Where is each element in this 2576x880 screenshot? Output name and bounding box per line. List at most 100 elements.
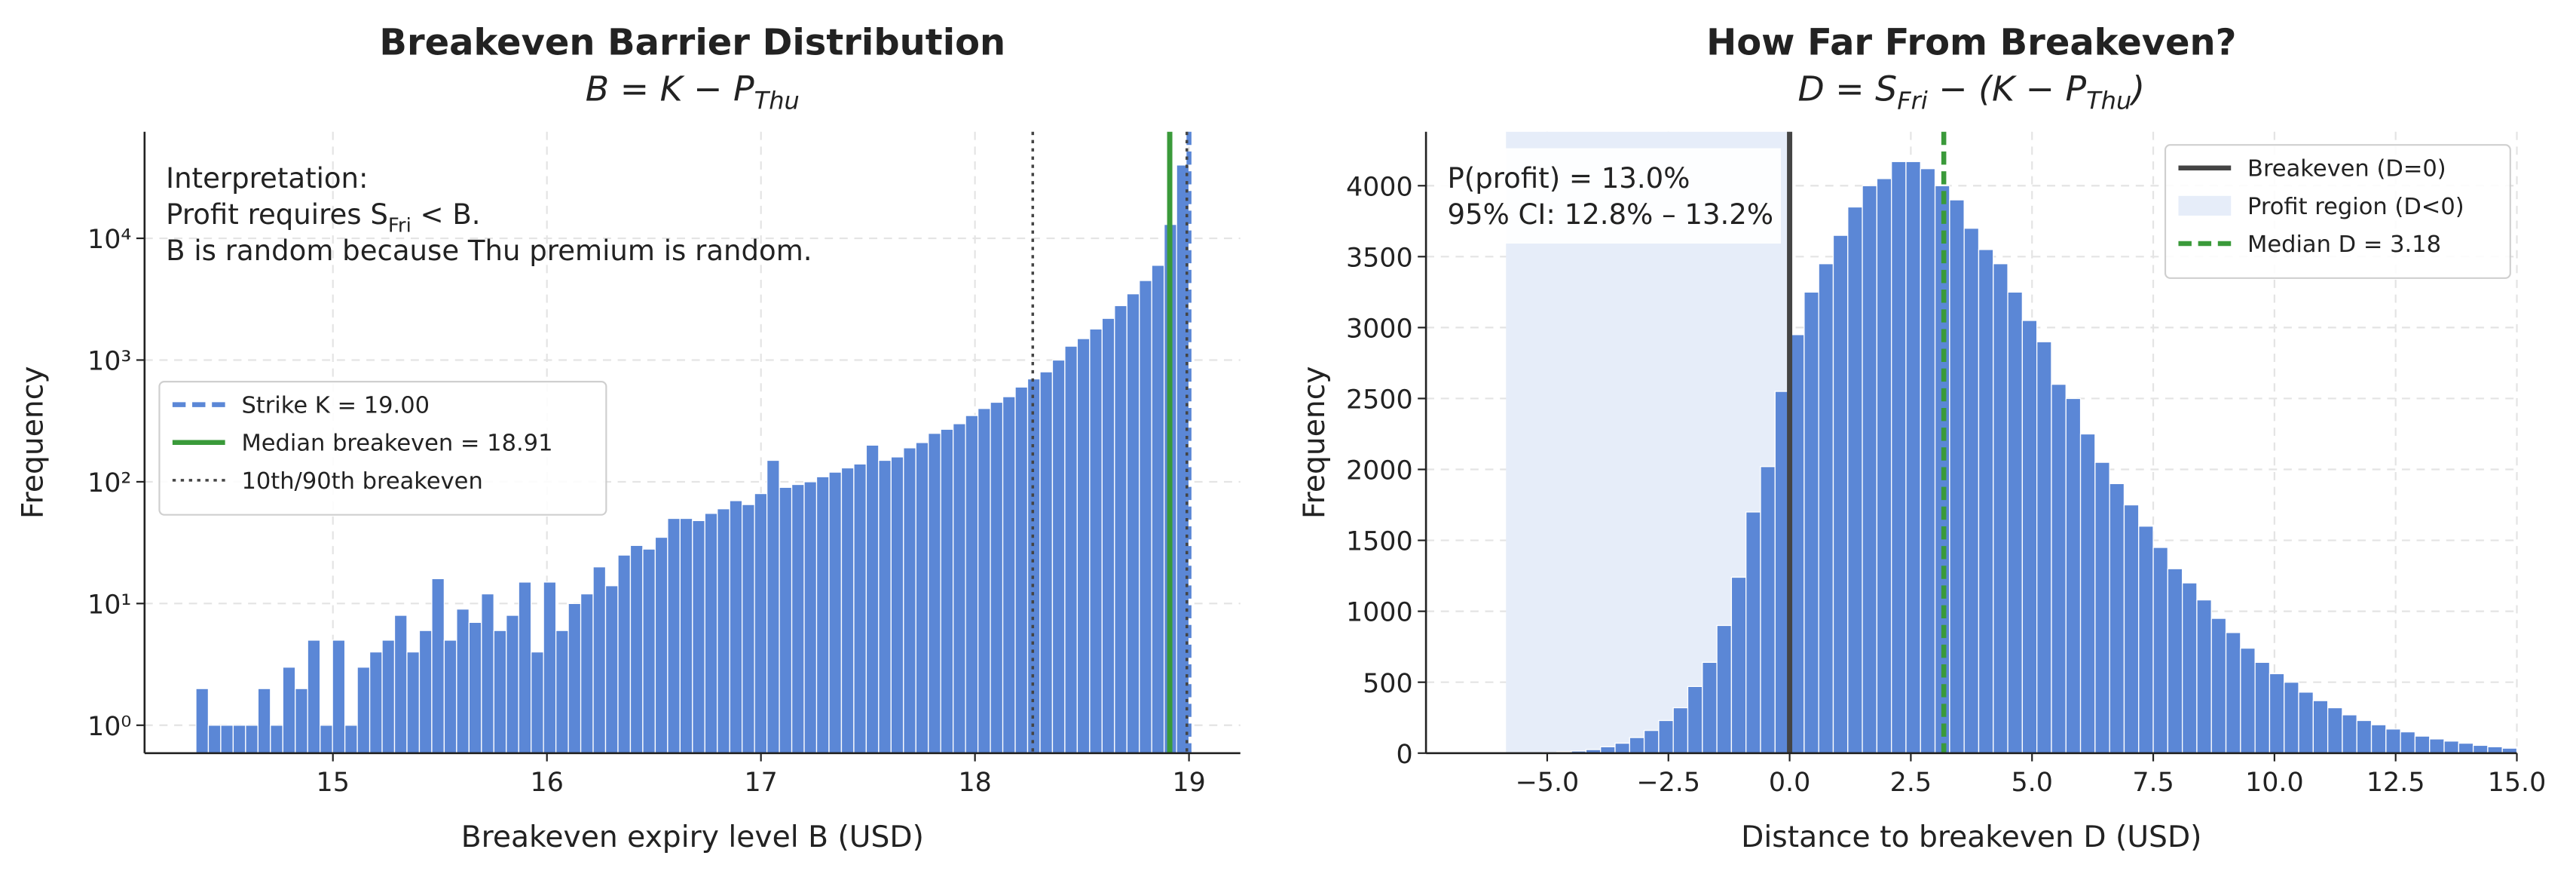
bar: [940, 428, 954, 754]
y-axis-label: Frequency: [17, 366, 50, 519]
bar: [2152, 547, 2169, 754]
bar: [1076, 338, 1091, 754]
x-tick-label: 15.0: [2488, 768, 2547, 798]
bar: [1002, 396, 1016, 754]
y-tick-label: 10¹: [87, 590, 131, 620]
bar: [332, 639, 346, 754]
legend-swatch: [2178, 195, 2232, 216]
x-tick-label: 7.5: [2132, 768, 2174, 798]
bar: [965, 415, 979, 754]
bar: [543, 581, 557, 754]
bar: [1760, 466, 1776, 754]
bar: [729, 500, 743, 754]
annotation: Interpretation:: [166, 162, 368, 195]
y-tick-label: 500: [1363, 669, 1413, 699]
legend-box: [2164, 144, 2511, 279]
bar: [1629, 737, 1645, 754]
bar: [2225, 632, 2241, 754]
bar: [220, 725, 234, 754]
bar: [1730, 576, 1747, 754]
x-tick-label: 16: [531, 768, 564, 798]
subscript: Thu: [754, 86, 800, 115]
bar: [207, 725, 222, 754]
bar: [2051, 383, 2067, 754]
bar: [779, 486, 793, 754]
x-tick-label: 2.5: [1890, 768, 1932, 798]
bar: [2312, 700, 2329, 754]
bar: [393, 615, 408, 754]
text-segment: P(profit) = 13.0%: [1447, 162, 1690, 195]
bar: [2079, 433, 2096, 754]
bar: [915, 442, 929, 754]
y-tick-label: 10⁴: [87, 225, 131, 255]
bar: [1963, 228, 1980, 754]
bar: [928, 433, 941, 754]
y-tick-label: 4000: [1346, 172, 1413, 202]
legend-label: Median D = 3.18: [2247, 231, 2441, 258]
y-axis-label: Frequency: [1298, 366, 1332, 519]
bar: [617, 554, 632, 754]
x-tick-label: 12.5: [2366, 768, 2425, 798]
bar: [667, 517, 681, 754]
text-segment: − (K − P: [1928, 69, 2087, 109]
bar: [2094, 461, 2110, 754]
bar: [2429, 738, 2445, 754]
bar: [742, 504, 755, 754]
text-segment: B = K − P: [586, 69, 754, 109]
bar: [1687, 685, 1703, 754]
bar: [381, 639, 396, 754]
bar: [2240, 647, 2256, 754]
y-tick-label: 1000: [1346, 598, 1413, 628]
bar: [1891, 161, 1907, 754]
bar: [1920, 168, 1936, 754]
bar: [592, 566, 607, 754]
bar: [232, 725, 246, 754]
bar: [754, 492, 768, 754]
bar: [1039, 371, 1054, 754]
y-tick-label: 2000: [1346, 456, 1413, 486]
bar: [803, 481, 818, 754]
bar: [506, 615, 519, 754]
bar: [1658, 719, 1674, 754]
x-tick-label: 0.0: [1769, 768, 1810, 798]
bar: [791, 483, 805, 754]
x-tick-label: 18: [958, 768, 991, 798]
bar: [990, 401, 1004, 754]
bar: [1993, 263, 2008, 754]
bar: [2007, 291, 2024, 754]
text-segment: Profit requires S: [166, 198, 388, 231]
x-tick-label: 5.0: [2012, 768, 2053, 798]
bar: [1026, 378, 1041, 754]
annotation: 95% CI: 12.8% – 13.2%: [1447, 198, 1773, 231]
bar: [2327, 707, 2343, 754]
bar: [531, 651, 544, 754]
subscript: Thu: [2086, 86, 2131, 115]
bar: [903, 447, 916, 754]
bar: [1139, 280, 1152, 754]
bar: [369, 651, 383, 754]
bar: [815, 476, 830, 754]
bar: [282, 667, 296, 754]
bar: [2458, 742, 2474, 754]
bar: [1051, 359, 1066, 754]
y-tick-label: 10⁰: [87, 712, 131, 742]
bar: [1089, 328, 1103, 754]
x-axis-label: Distance to breakeven D (USD): [1741, 820, 2201, 854]
bar: [629, 544, 644, 754]
bar: [840, 467, 855, 754]
bar: [580, 593, 594, 754]
legend-label: Median breakeven = 18.91: [241, 431, 552, 457]
x-tick-label: 17: [744, 768, 777, 798]
x-axis-label: Breakeven expiry level B (USD): [461, 820, 924, 854]
bar: [1614, 742, 1630, 754]
text-segment: Interpretation:: [166, 162, 368, 195]
y-tick-label: 3000: [1346, 314, 1413, 344]
bar: [692, 520, 705, 754]
bar: [1643, 730, 1660, 754]
bar: [1804, 291, 1819, 754]
bar: [766, 459, 780, 754]
bar: [443, 639, 457, 754]
bar: [2284, 682, 2299, 754]
bar: [2065, 397, 2082, 754]
